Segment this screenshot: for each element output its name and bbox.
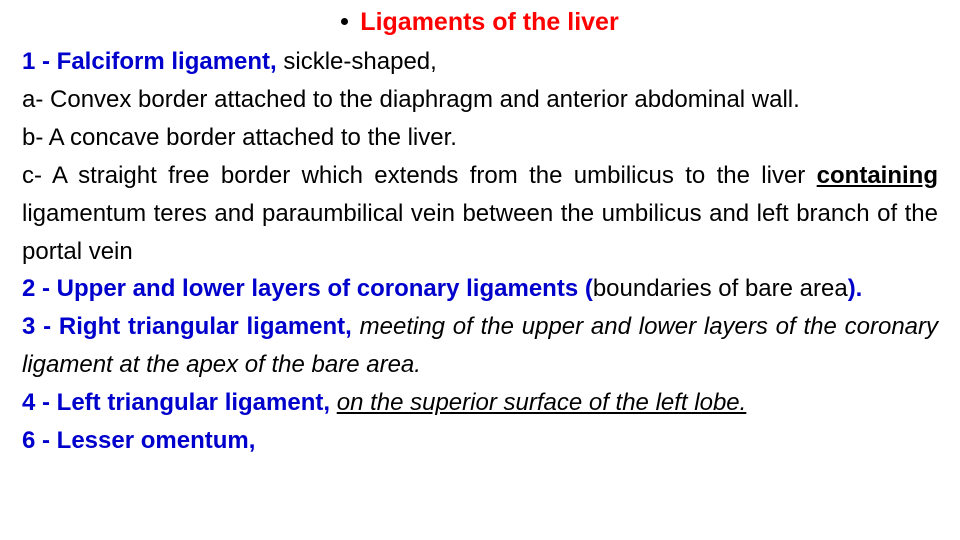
item-1c-part1: c- A straight free border which extends …: [22, 162, 817, 189]
item-4: 4 - Left triangular ligament, on the sup…: [22, 384, 938, 422]
item-1a: a- Convex border attached to the diaphra…: [22, 81, 938, 119]
page-title: Ligaments of the liver: [360, 8, 618, 36]
title-row: Ligaments of the liver: [22, 8, 938, 37]
item-2-desc: boundaries of bare area: [593, 275, 848, 302]
item-6-cut: 6 - Lesser omentum,: [22, 422, 938, 452]
item-1-desc: sickle-shaped,: [283, 48, 436, 75]
document-page: Ligaments of the liver 1 - Falciform lig…: [0, 0, 960, 452]
item-1-label: 1 - Falciform ligament,: [22, 48, 283, 75]
item-3: 3 - Right triangular ligament, meeting o…: [22, 308, 938, 384]
item-1c-containing: containing: [817, 162, 938, 189]
item-1b: b- A concave border attached to the live…: [22, 119, 938, 157]
item-4-desc: on the superior surface of the left lobe…: [337, 389, 747, 416]
item-2: 2 - Upper and lower layers of coronary l…: [22, 270, 938, 308]
item-1-heading: 1 - Falciform ligament, sickle-shaped,: [22, 43, 938, 81]
item-2-close: ).: [848, 275, 863, 302]
item-1c: c- A straight free border which extends …: [22, 157, 938, 271]
item-2-label: 2 - Upper and lower layers of coronary l…: [22, 275, 593, 302]
bullet-icon: [341, 18, 348, 25]
item-1c-part2: ligamentum teres and paraumbilical vein …: [22, 200, 938, 265]
item-6-label: 6 - Lesser omentum,: [22, 427, 255, 452]
item-3-label: 3 - Right triangular ligament,: [22, 313, 360, 340]
item-4-label: 4 - Left triangular ligament,: [22, 389, 337, 416]
